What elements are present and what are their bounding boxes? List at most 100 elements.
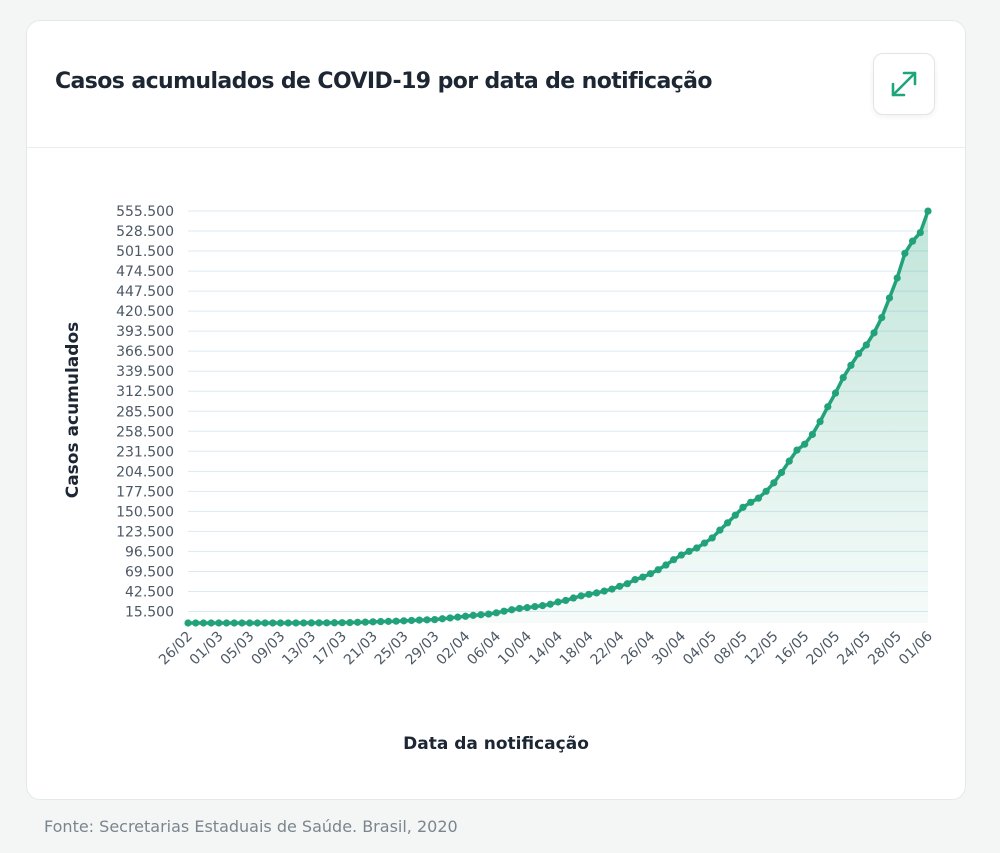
data-point: [269, 619, 277, 627]
data-points: [184, 207, 932, 627]
x-tick-label: 05/03: [218, 629, 258, 669]
data-point: [276, 619, 285, 627]
data-point: [246, 619, 254, 627]
data-point: [546, 600, 554, 608]
x-tick-label: 14/04: [526, 628, 566, 668]
data-point: [384, 617, 393, 625]
data-point: [662, 561, 670, 569]
data-point: [569, 594, 578, 602]
x-tick-label: 16/05: [773, 629, 813, 669]
data-point: [438, 615, 446, 623]
data-point: [323, 619, 331, 627]
data-point: [477, 611, 485, 619]
data-point: [785, 457, 793, 465]
y-tick-label: 447.500: [116, 284, 174, 300]
data-point: [222, 619, 231, 627]
x-tick-label: 26/02: [156, 629, 196, 669]
data-point: [500, 607, 508, 615]
x-tick-label: 17/03: [310, 629, 350, 669]
data-point: [353, 618, 362, 626]
x-tick-label: 22/04: [588, 628, 628, 668]
chart-card: Casos acumulados de COVID-19 por data de…: [26, 20, 966, 800]
data-point: [330, 619, 339, 627]
data-point: [538, 602, 547, 610]
data-point: [670, 556, 678, 564]
expand-arrows-icon: [891, 71, 917, 97]
data-point: [431, 616, 439, 624]
x-tick-label: 24/05: [834, 629, 874, 669]
data-point: [454, 613, 462, 621]
y-tick-label: 15.500: [125, 605, 174, 621]
y-axis-title: Casos acumulados: [63, 322, 83, 499]
x-tick-label: 12/05: [742, 629, 782, 669]
data-point: [839, 373, 847, 382]
x-tick-label: 30/04: [649, 628, 689, 668]
data-point: [292, 619, 300, 627]
data-point: [284, 619, 292, 627]
data-point: [885, 294, 894, 302]
y-tick-label: 339.500: [116, 364, 174, 380]
x-tick-label: 25/03: [372, 629, 412, 669]
data-point: [855, 350, 863, 358]
data-point: [747, 498, 755, 506]
data-point: [762, 487, 770, 495]
card-header: Casos acumulados de COVID-19 por data de…: [27, 21, 965, 148]
y-tick-label: 96.500: [125, 544, 174, 560]
data-point: [469, 611, 477, 619]
data-point: [485, 610, 493, 618]
data-point: [616, 582, 624, 590]
data-point: [916, 228, 924, 237]
data-point: [461, 612, 470, 620]
data-point: [731, 511, 739, 519]
data-point: [693, 544, 701, 552]
y-tick-label: 258.500: [116, 424, 174, 440]
data-point: [700, 539, 709, 547]
data-point: [716, 526, 724, 534]
y-tick-label: 312.500: [116, 384, 174, 400]
x-tick-label: 21/03: [341, 629, 381, 669]
data-point: [531, 602, 539, 611]
data-point: [300, 619, 308, 627]
data-point: [307, 619, 315, 627]
data-point: [708, 534, 716, 542]
data-point: [215, 619, 223, 627]
data-point: [878, 313, 886, 322]
data-point: [515, 604, 524, 613]
x-tick-label: 28/05: [865, 629, 905, 669]
y-tick-label: 69.500: [125, 564, 174, 580]
data-point: [739, 503, 747, 511]
data-point: [346, 618, 354, 627]
data-point: [230, 619, 238, 627]
y-tick-label: 528.500: [116, 224, 174, 240]
data-point: [770, 479, 778, 487]
data-point: [924, 207, 932, 215]
data-point: [577, 592, 585, 600]
data-point: [723, 519, 732, 527]
data-point: [400, 617, 408, 625]
x-tick-label: 20/05: [803, 629, 843, 669]
data-point: [777, 468, 786, 477]
data-point: [523, 604, 531, 612]
x-tick-label: 26/04: [618, 628, 658, 668]
y-tick-label: 501.500: [116, 244, 174, 260]
data-point: [685, 547, 693, 555]
data-point: [238, 619, 246, 627]
data-point: [562, 596, 570, 605]
y-tick-label: 474.500: [116, 264, 174, 280]
y-tick-label: 393.500: [116, 324, 174, 340]
x-tick-label: 01/03: [187, 629, 227, 669]
data-point: [423, 616, 431, 624]
data-point: [407, 616, 416, 625]
x-tick-label: 18/04: [557, 628, 597, 668]
data-point: [369, 618, 377, 626]
data-point: [492, 609, 500, 617]
x-tick-label: 06/04: [464, 628, 504, 668]
expand-button[interactable]: [873, 53, 935, 115]
y-tick-label: 231.500: [116, 444, 174, 460]
data-point: [793, 446, 801, 454]
data-point: [754, 494, 763, 502]
data-point: [554, 598, 562, 606]
x-tick-label: 02/04: [433, 628, 473, 668]
data-point: [831, 389, 840, 397]
y-tick-label: 285.500: [116, 404, 174, 420]
